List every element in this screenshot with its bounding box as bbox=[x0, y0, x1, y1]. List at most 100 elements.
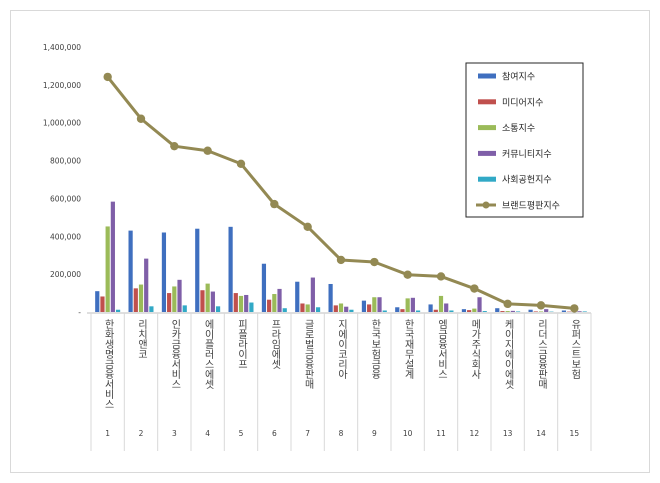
bar-2 bbox=[267, 299, 272, 312]
category-index: 5 bbox=[239, 429, 244, 438]
y-tick-label: 200,000 bbox=[50, 270, 81, 279]
bar-2 bbox=[367, 304, 372, 312]
bar-4 bbox=[444, 303, 449, 312]
bar-1 bbox=[95, 291, 100, 312]
category-index: 15 bbox=[570, 429, 580, 438]
bar-1 bbox=[295, 281, 300, 312]
bar-1 bbox=[195, 228, 200, 312]
bar-1 bbox=[528, 309, 533, 312]
bar-4 bbox=[244, 294, 249, 312]
bar-3 bbox=[505, 311, 510, 312]
bar-2 bbox=[233, 293, 238, 312]
line-point bbox=[470, 284, 479, 293]
bar-4 bbox=[410, 297, 415, 312]
bar-1 bbox=[495, 308, 500, 312]
line-point bbox=[570, 304, 579, 313]
bar-5 bbox=[182, 305, 187, 312]
bar-3 bbox=[105, 226, 110, 312]
legend-swatch bbox=[478, 73, 496, 79]
bar-3 bbox=[238, 295, 244, 312]
legend-label: 소통지수 bbox=[502, 123, 535, 134]
bar-1 bbox=[561, 310, 567, 312]
bar-3 bbox=[205, 283, 210, 312]
legend-swatch bbox=[478, 176, 496, 182]
category-label: 엠금융서비스 bbox=[436, 319, 448, 379]
chart-frame: - 200,000 400,000 600,000 800,000 1,000,000 1,… bbox=[10, 10, 650, 473]
bar-5 bbox=[215, 306, 221, 312]
bar-1 bbox=[395, 307, 400, 312]
category-index: 9 bbox=[372, 429, 377, 438]
bar-5 bbox=[349, 309, 354, 312]
bar-4 bbox=[377, 297, 382, 312]
line-point bbox=[203, 146, 212, 155]
legend-label: 미디어지수 bbox=[502, 97, 543, 108]
category-index: 1 bbox=[105, 429, 110, 438]
bar-4 bbox=[544, 309, 549, 312]
bar-5 bbox=[382, 310, 387, 312]
bar-5 bbox=[415, 310, 421, 312]
y-tick-label: 600,000 bbox=[50, 194, 81, 203]
bar-4 bbox=[477, 297, 482, 312]
category-label: 인카금융서비스 bbox=[169, 319, 181, 389]
bar-3 bbox=[405, 298, 410, 312]
chart-svg: - 200,000 400,000 600,000 800,000 1,000,000 1,… bbox=[43, 43, 592, 451]
bar-2 bbox=[400, 309, 405, 312]
bar-4 bbox=[577, 311, 582, 312]
line-point bbox=[303, 222, 312, 232]
bar-1 bbox=[428, 304, 433, 312]
bar-1 bbox=[461, 309, 467, 312]
bar-4 bbox=[310, 277, 315, 312]
y-tick-label: 400,000 bbox=[50, 232, 81, 241]
bar-5 bbox=[515, 311, 521, 312]
line-point bbox=[503, 299, 512, 309]
bar-1 bbox=[128, 230, 133, 312]
category-label: 지에이코리아 bbox=[336, 319, 348, 380]
bar-1 bbox=[161, 232, 167, 312]
bar-4 bbox=[210, 291, 215, 312]
bar-2 bbox=[433, 309, 438, 312]
bar-2 bbox=[500, 311, 505, 312]
bar-5 bbox=[249, 302, 254, 312]
category-index: 10 bbox=[403, 429, 413, 438]
category-label: 글로벌금융판매 bbox=[302, 319, 314, 390]
category-label: 프라임에셋 bbox=[269, 319, 281, 369]
bar-3 bbox=[172, 286, 177, 312]
legend-label: 사회공헌지수 bbox=[502, 175, 552, 186]
bar-2 bbox=[100, 296, 105, 312]
category-index: 6 bbox=[272, 429, 277, 438]
y-tick-label: - bbox=[78, 308, 81, 317]
legend-swatch bbox=[478, 150, 496, 156]
bar-5 bbox=[582, 311, 587, 312]
bar-3 bbox=[372, 297, 377, 312]
y-tick-label: 1,000,000 bbox=[43, 119, 81, 128]
category-index: 4 bbox=[205, 429, 210, 438]
y-tick-label: 1,400,000 bbox=[43, 43, 81, 52]
bar-5 bbox=[149, 306, 154, 312]
bar-1 bbox=[228, 226, 233, 312]
legend-swatch bbox=[478, 125, 496, 131]
category-label: 피플라이프 bbox=[236, 319, 248, 369]
bar-2 bbox=[333, 305, 338, 312]
bar-5 bbox=[315, 307, 321, 312]
category-label: 리더스금융판매 bbox=[536, 319, 548, 390]
category-index: 7 bbox=[305, 429, 310, 438]
category-index: 2 bbox=[139, 429, 144, 438]
category-index: 3 bbox=[172, 429, 177, 438]
line-point bbox=[436, 272, 446, 281]
category-label: 유퍼스트보험 bbox=[569, 319, 581, 379]
bar-2 bbox=[467, 310, 472, 312]
bar-1 bbox=[261, 263, 267, 312]
category-index: 8 bbox=[339, 429, 344, 438]
category-index: 11 bbox=[436, 429, 446, 438]
line-point bbox=[370, 257, 379, 267]
category-label: 한화생명금융서비스 bbox=[102, 319, 114, 409]
bar-5 bbox=[449, 310, 454, 312]
category-label: 한국재무설계 bbox=[402, 319, 414, 380]
legend-box bbox=[465, 62, 584, 218]
category-index: 12 bbox=[470, 429, 480, 438]
bar-3 bbox=[472, 308, 477, 312]
bar-4 bbox=[510, 310, 515, 312]
line-point bbox=[136, 114, 146, 123]
bar-2 bbox=[533, 311, 538, 312]
bar-3 bbox=[438, 295, 444, 312]
